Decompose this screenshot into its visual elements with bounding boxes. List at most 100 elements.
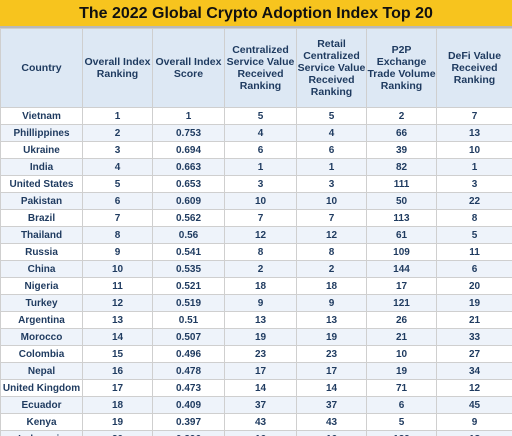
centralized-ranking-cell: 4 bbox=[224, 124, 297, 142]
centralized-ranking-cell: 10 bbox=[224, 192, 297, 210]
overall-ranking-cell: 10 bbox=[82, 260, 153, 278]
retail-ranking-cell: 14 bbox=[296, 379, 367, 397]
retail-ranking-cell: 12 bbox=[296, 226, 367, 244]
retail-ranking-cell: 10 bbox=[296, 192, 367, 210]
table-row: Phillippines 2 0.753 4 4 66 13 bbox=[0, 124, 512, 142]
centralized-ranking-cell: 16 bbox=[224, 430, 297, 436]
centralized-ranking-cell: 12 bbox=[224, 226, 297, 244]
table-row: Kenya 19 0.397 43 43 5 9 bbox=[0, 413, 512, 431]
defi-ranking-cell: 12 bbox=[436, 379, 512, 397]
centralized-ranking-cell: 8 bbox=[224, 243, 297, 261]
overall-score-cell: 0.56 bbox=[152, 226, 225, 244]
centralized-ranking-cell: 17 bbox=[224, 362, 297, 380]
overall-ranking-cell: 9 bbox=[82, 243, 153, 261]
defi-ranking-cell: 13 bbox=[436, 124, 512, 142]
p2p-ranking-cell: 71 bbox=[366, 379, 437, 397]
retail-ranking-cell: 13 bbox=[296, 311, 367, 329]
header-row: Country Overall Index Ranking Overall In… bbox=[0, 28, 512, 108]
retail-ranking-cell: 1 bbox=[296, 158, 367, 176]
country-cell: Phillippines bbox=[0, 124, 83, 142]
country-cell: Morocco bbox=[0, 328, 83, 346]
defi-ranking-cell: 21 bbox=[436, 311, 512, 329]
overall-ranking-cell: 12 bbox=[82, 294, 153, 312]
defi-ranking-cell: 11 bbox=[436, 243, 512, 261]
overall-ranking-cell: 17 bbox=[82, 379, 153, 397]
table-row: India 4 0.663 1 1 82 1 bbox=[0, 158, 512, 176]
country-cell: Russia bbox=[0, 243, 83, 261]
centralized-ranking-cell: 14 bbox=[224, 379, 297, 397]
defi-ranking-cell: 10 bbox=[436, 141, 512, 159]
overall-score-cell: 0.521 bbox=[152, 277, 225, 295]
defi-ranking-cell: 8 bbox=[436, 209, 512, 227]
retail-ranking-cell: 6 bbox=[296, 141, 367, 159]
table-row: Pakistan 6 0.609 10 10 50 22 bbox=[0, 192, 512, 210]
centralized-ranking-cell: 18 bbox=[224, 277, 297, 295]
table-row: Turkey 12 0.519 9 9 121 19 bbox=[0, 294, 512, 312]
centralized-ranking-cell: 6 bbox=[224, 141, 297, 159]
country-cell: Vietnam bbox=[0, 107, 83, 125]
overall-score-cell: 0.562 bbox=[152, 209, 225, 227]
overall-score-cell: 0.507 bbox=[152, 328, 225, 346]
overall-score-cell: 0.753 bbox=[152, 124, 225, 142]
table-row: Brazil 7 0.562 7 7 113 8 bbox=[0, 209, 512, 227]
p2p-ranking-cell: 5 bbox=[366, 413, 437, 431]
overall-ranking-cell: 6 bbox=[82, 192, 153, 210]
country-cell: Turkey bbox=[0, 294, 83, 312]
overall-ranking-cell: 15 bbox=[82, 345, 153, 363]
overall-ranking-cell: 18 bbox=[82, 396, 153, 414]
centralized-ranking-cell: 13 bbox=[224, 311, 297, 329]
p2p-ranking-cell: 6 bbox=[366, 396, 437, 414]
table-row: Argentina 13 0.51 13 13 26 21 bbox=[0, 311, 512, 329]
overall-ranking-cell: 11 bbox=[82, 277, 153, 295]
column-header-retail-centralized-ranking: Retail Centralized Service Value Receive… bbox=[296, 28, 367, 108]
centralized-ranking-cell: 9 bbox=[224, 294, 297, 312]
table-row: Thailand 8 0.56 12 12 61 5 bbox=[0, 226, 512, 244]
centralized-ranking-cell: 43 bbox=[224, 413, 297, 431]
overall-score-cell: 0.519 bbox=[152, 294, 225, 312]
retail-ranking-cell: 9 bbox=[296, 294, 367, 312]
overall-score-cell: 0.653 bbox=[152, 175, 225, 193]
country-cell: United Kingdom bbox=[0, 379, 83, 397]
p2p-ranking-cell: 82 bbox=[366, 158, 437, 176]
defi-ranking-cell: 18 bbox=[436, 430, 512, 436]
table-row: Nigeria 11 0.521 18 18 17 20 bbox=[0, 277, 512, 295]
retail-ranking-cell: 16 bbox=[296, 430, 367, 436]
country-cell: Indonesia bbox=[0, 430, 83, 436]
table-row: Ecuador 18 0.409 37 37 6 45 bbox=[0, 396, 512, 414]
overall-ranking-cell: 4 bbox=[82, 158, 153, 176]
p2p-ranking-cell: 10 bbox=[366, 345, 437, 363]
overall-score-cell: 0.396 bbox=[152, 430, 225, 436]
defi-ranking-cell: 6 bbox=[436, 260, 512, 278]
p2p-ranking-cell: 66 bbox=[366, 124, 437, 142]
retail-ranking-cell: 8 bbox=[296, 243, 367, 261]
centralized-ranking-cell: 7 bbox=[224, 209, 297, 227]
country-cell: Ukraine bbox=[0, 141, 83, 159]
p2p-ranking-cell: 144 bbox=[366, 260, 437, 278]
overall-ranking-cell: 16 bbox=[82, 362, 153, 380]
retail-ranking-cell: 17 bbox=[296, 362, 367, 380]
retail-ranking-cell: 23 bbox=[296, 345, 367, 363]
overall-score-cell: 1 bbox=[152, 107, 225, 125]
overall-ranking-cell: 13 bbox=[82, 311, 153, 329]
page-title: The 2022 Global Crypto Adoption Index To… bbox=[0, 0, 512, 28]
overall-score-cell: 0.397 bbox=[152, 413, 225, 431]
p2p-ranking-cell: 19 bbox=[366, 362, 437, 380]
overall-score-cell: 0.409 bbox=[152, 396, 225, 414]
table-row: Morocco 14 0.507 19 19 21 33 bbox=[0, 328, 512, 346]
overall-score-cell: 0.496 bbox=[152, 345, 225, 363]
p2p-ranking-cell: 17 bbox=[366, 277, 437, 295]
defi-ranking-cell: 45 bbox=[436, 396, 512, 414]
table-row: Nepal 16 0.478 17 17 19 34 bbox=[0, 362, 512, 380]
table-row: United Kingdom 17 0.473 14 14 71 12 bbox=[0, 379, 512, 397]
country-cell: Nepal bbox=[0, 362, 83, 380]
defi-ranking-cell: 9 bbox=[436, 413, 512, 431]
p2p-ranking-cell: 26 bbox=[366, 311, 437, 329]
country-cell: Kenya bbox=[0, 413, 83, 431]
column-header-centralized-service-ranking: Centralized Service Value Received Ranki… bbox=[224, 28, 297, 108]
retail-ranking-cell: 2 bbox=[296, 260, 367, 278]
retail-ranking-cell: 18 bbox=[296, 277, 367, 295]
defi-ranking-cell: 3 bbox=[436, 175, 512, 193]
retail-ranking-cell: 43 bbox=[296, 413, 367, 431]
overall-score-cell: 0.541 bbox=[152, 243, 225, 261]
